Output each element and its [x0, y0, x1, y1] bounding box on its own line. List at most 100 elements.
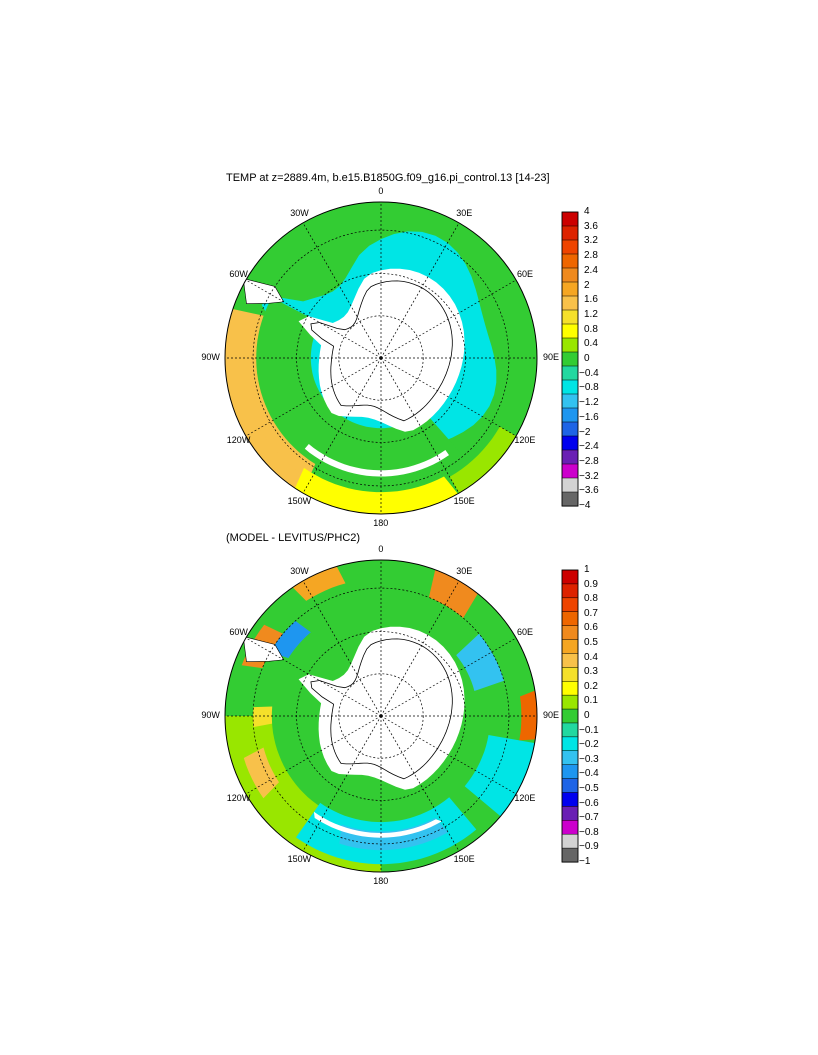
- lon-label: 0: [378, 186, 384, 196]
- meridian-line: [380, 222, 460, 359]
- colorbar-box: [561, 625, 579, 641]
- meridian-line: [380, 357, 460, 494]
- colorbar-label: −0.9: [579, 841, 599, 853]
- lon-label: 90W: [201, 352, 220, 362]
- colorbar-label: −3.2: [579, 470, 599, 482]
- colorbar-box: [561, 667, 579, 682]
- colorbar-box: [561, 253, 579, 269]
- lon-label: 180: [373, 876, 389, 886]
- field-hot-east: [519, 687, 537, 741]
- colorbar-label: 0.2: [584, 680, 598, 692]
- colorbar-label: 2: [584, 279, 590, 291]
- map-field-1: [225, 202, 537, 514]
- colorbar-label: −0.4: [579, 768, 599, 780]
- colorbar-label: −2: [579, 426, 591, 438]
- colorbar-label: 0.9: [584, 578, 598, 590]
- field-warm-nw: [287, 560, 346, 601]
- meridian-line: [380, 715, 460, 852]
- lon-label: 30W: [290, 566, 309, 577]
- lon-label: 30E: [456, 208, 473, 219]
- colorbar-box: [561, 379, 579, 395]
- lon-label: 180: [373, 518, 389, 528]
- colorbar-label: −2.4: [579, 441, 599, 453]
- colorbar-box: [561, 639, 579, 654]
- colorbar-label: 0.8: [584, 593, 598, 605]
- colorbar-label: −0.6: [579, 797, 599, 809]
- lon-label: 60E: [517, 627, 534, 637]
- colorbar-box: [561, 295, 579, 311]
- colorbar-box: [561, 569, 579, 585]
- colorbar-box: [561, 764, 579, 780]
- colorbar-label: 3.6: [584, 220, 598, 232]
- colorbar-label: −3.6: [579, 485, 599, 497]
- lon-label: 120W: [226, 435, 251, 445]
- panel-1-title: TEMP at z=2889.4m, b.e15.B1850G.f09_g16.…: [226, 172, 550, 184]
- colorbar-label: 1.2: [584, 308, 598, 320]
- colorbar-label: −1.6: [579, 411, 599, 423]
- colorbar-label: 0.1: [584, 695, 598, 707]
- colorbar-frame: [561, 211, 579, 507]
- colorbar-box: [561, 421, 579, 437]
- colorbar-box: [561, 750, 579, 766]
- meridian-line: [380, 715, 517, 795]
- colorbar-box: [561, 833, 579, 849]
- colorbar-box: [561, 611, 579, 627]
- field-warm-sw: [232, 417, 301, 493]
- meridian-line: [380, 637, 517, 717]
- map-field-2: [225, 560, 537, 872]
- colorbar-label: −0.2: [579, 739, 599, 751]
- lon-label: 60W: [229, 627, 248, 637]
- meridian-line: [245, 715, 382, 795]
- lon-label: 30E: [456, 566, 473, 577]
- meridian-line: [380, 279, 517, 359]
- colorbar-label: 0.6: [584, 622, 598, 634]
- polar-map-2: [224, 559, 538, 873]
- colorbar-2: [561, 569, 579, 863]
- field-warm-patch-w: [253, 706, 273, 728]
- colorbar-label: 0.4: [584, 651, 598, 663]
- colorbar-label: −0.4: [579, 367, 599, 379]
- colorbar-box: [561, 653, 579, 668]
- meridian-line: [380, 357, 517, 437]
- colorbar-box: [561, 680, 579, 696]
- field-warm-patch-sw: [243, 747, 279, 799]
- colorbar-label: 0: [584, 710, 590, 721]
- colorbar-label: −1.2: [579, 397, 599, 409]
- field-hot-ne: [428, 562, 482, 618]
- colorbar-box: [561, 393, 579, 409]
- panel-2-title: (MODEL - LEVITUS/PHC2): [226, 532, 361, 544]
- colorbar-label: −0.7: [579, 812, 599, 824]
- polar-map-1: [224, 201, 538, 515]
- colorbar-box: [561, 806, 579, 821]
- map-boundary: [224, 201, 538, 515]
- lon-label: 150W: [287, 495, 312, 506]
- meridian-line: [380, 580, 460, 717]
- colorbar-label: 0.7: [584, 607, 598, 619]
- colorbar-box: [561, 708, 579, 724]
- meridian-line: [302, 580, 382, 717]
- latitude-circle: [252, 229, 510, 487]
- colorbar-label: 4: [584, 206, 590, 217]
- field-missing-stripe: [313, 811, 442, 838]
- colorbar-box: [561, 847, 579, 863]
- colorbar-label: 0.3: [584, 666, 598, 678]
- field-cyan-south: [296, 797, 477, 865]
- colorbar-label: −0.1: [579, 724, 599, 736]
- meridian-line: [302, 357, 382, 494]
- colorbar-label: −0.5: [579, 783, 599, 794]
- lon-label: 150E: [453, 853, 475, 864]
- latitude-circle: [338, 315, 424, 401]
- colorbar-label: 0.4: [584, 338, 598, 350]
- colorbar-label: 1: [584, 564, 590, 575]
- colorbar-box: [561, 736, 579, 752]
- field-green-pacific: [256, 297, 462, 483]
- colorbar-box: [561, 491, 579, 507]
- colorbar-box: [561, 365, 579, 381]
- colorbar-box: [561, 351, 579, 367]
- colorbar-box: [561, 778, 579, 794]
- colorbar-box: [561, 597, 579, 613]
- field-missing-stripe: [304, 444, 449, 477]
- lon-label: 0: [378, 544, 384, 554]
- colorbar-box: [561, 583, 579, 599]
